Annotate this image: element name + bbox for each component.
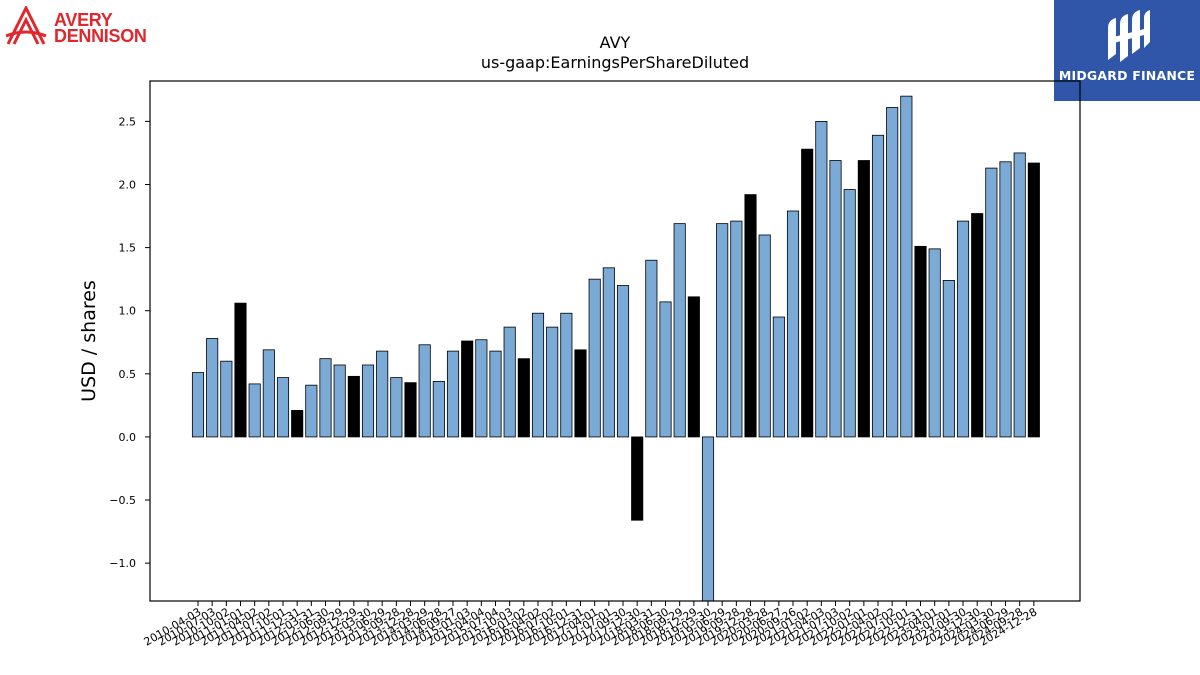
bar <box>574 349 587 438</box>
bar <box>801 148 814 438</box>
avery-logo-line1: AVERY <box>54 10 113 30</box>
bar <box>730 220 743 438</box>
bar <box>404 382 417 438</box>
avery-dennison-mark-icon <box>5 6 47 45</box>
bar <box>673 223 686 438</box>
y-ticks-group: −1.0 −0.5 0.0 0.5 1.0 1.5 2.0 2.5 <box>109 115 150 570</box>
chart-title: AVY <box>600 33 631 52</box>
bar <box>560 312 573 438</box>
bar <box>531 312 545 438</box>
midgard-mark-icon <box>1108 10 1150 62</box>
bar <box>276 377 290 438</box>
bar <box>744 194 757 438</box>
bar <box>333 364 346 438</box>
midgard-logo-text: MIDGARD FINANCE <box>1058 68 1196 83</box>
avery-dennison-logo: AVERY DENNISON <box>4 4 169 48</box>
bar <box>928 248 941 438</box>
bar <box>687 296 700 438</box>
bar <box>659 301 672 438</box>
bar <box>489 350 502 438</box>
y-tick-label: −0.5 <box>109 494 136 507</box>
bar <box>206 338 219 438</box>
midgard-finance-logo: MIDGARD FINANCE <box>1054 0 1200 101</box>
bar <box>645 259 658 438</box>
bar <box>248 383 261 438</box>
bar <box>432 380 445 438</box>
bar <box>857 160 870 438</box>
bar <box>602 267 615 438</box>
y-tick-label: 0.5 <box>119 368 137 381</box>
bar <box>461 340 474 438</box>
bar <box>942 280 955 438</box>
bar <box>716 223 729 438</box>
bar <box>701 436 715 602</box>
bar <box>815 120 828 438</box>
bar <box>390 377 403 438</box>
bar <box>886 107 899 438</box>
bar <box>616 285 630 438</box>
bar <box>220 360 233 438</box>
bar <box>999 161 1012 438</box>
bar <box>517 358 530 438</box>
y-axis-label: USD / shares <box>78 280 100 402</box>
y-tick-label: 1.5 <box>119 242 137 255</box>
bar <box>914 245 927 438</box>
bar <box>985 167 998 438</box>
bar <box>546 326 559 438</box>
bar <box>971 213 984 438</box>
bars-group <box>191 95 1040 602</box>
bar <box>347 375 360 438</box>
bar <box>772 316 785 438</box>
bar <box>191 372 205 438</box>
x-ticks-group: 2010-04-032010-07-032010-10-022011-01-01… <box>142 601 1039 649</box>
bar <box>475 339 488 438</box>
y-tick-label: 2.0 <box>119 178 137 191</box>
bar <box>446 350 460 438</box>
bar <box>305 384 318 438</box>
bar <box>418 344 431 438</box>
bar <box>588 278 601 438</box>
bar <box>758 234 771 438</box>
bar <box>291 410 304 438</box>
y-tick-label: −1.0 <box>109 557 136 570</box>
bar <box>843 189 856 438</box>
bar <box>900 95 913 438</box>
bar <box>262 349 275 438</box>
bar <box>503 326 516 438</box>
bar <box>956 220 970 438</box>
chart-subtitle: us-gaap:EarningsPerShareDiluted <box>481 53 749 72</box>
plot-frame <box>149 80 1081 602</box>
bar <box>631 436 644 521</box>
y-tick-label: 2.5 <box>119 115 137 128</box>
bar <box>829 160 842 438</box>
bar <box>376 350 389 438</box>
y-tick-label: 1.0 <box>119 305 137 318</box>
bar <box>871 134 885 438</box>
bar <box>1027 162 1040 438</box>
bar <box>786 210 800 438</box>
bar <box>1013 152 1026 438</box>
avery-logo-line2: DENNISON <box>54 26 147 46</box>
bar <box>361 364 375 438</box>
bar <box>234 302 247 438</box>
bar <box>319 358 332 438</box>
y-tick-label: 0.0 <box>119 431 137 444</box>
